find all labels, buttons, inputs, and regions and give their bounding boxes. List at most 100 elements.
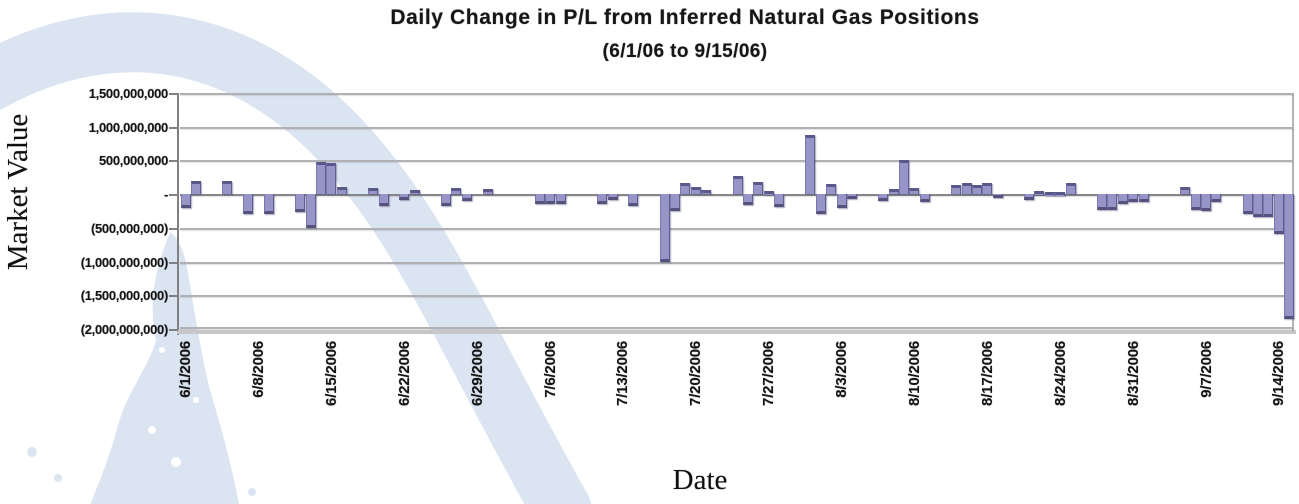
bar-7-26-2006	[753, 181, 764, 195]
bar-8-31-2006	[1128, 194, 1139, 203]
watermark-dot	[248, 488, 256, 496]
gridline	[180, 227, 1294, 230]
bar-8-14-2006	[951, 185, 962, 195]
bar-6-9-2006	[263, 194, 274, 215]
bar-8-1-2006	[815, 194, 826, 214]
bar-8-21-2006	[1024, 194, 1034, 201]
bar-9-6-2006	[1190, 194, 1201, 210]
y-tick-mark	[169, 295, 178, 298]
x-tick-label: 6/8/2006	[250, 341, 268, 398]
x-tick-label: 7/13/2006	[614, 341, 632, 406]
bar-9-14-2006	[1273, 194, 1284, 234]
bar-8-17-2006	[982, 183, 993, 195]
x-tick-label: 9/7/2006	[1197, 341, 1215, 398]
y-tick-mark	[169, 93, 178, 95]
y-tick-label: (500,000,000)	[90, 220, 168, 236]
x-tick-label: 6/15/2006	[322, 341, 340, 406]
plot-area	[180, 93, 1295, 329]
bar-7-20-2006	[690, 187, 701, 195]
bar-9-7-2006	[1201, 194, 1211, 211]
y-tick-mark	[169, 329, 178, 331]
bar-8-15-2006	[961, 182, 972, 195]
y-tick-label: (1,000,000,000)	[80, 254, 169, 270]
bar-7-18-2006	[670, 194, 681, 211]
bar-8-9-2006	[899, 160, 910, 195]
y-axis-line	[177, 93, 179, 335]
bar-7-7-2006	[555, 194, 566, 205]
gridline	[180, 93, 1294, 95]
gridline	[180, 261, 1294, 264]
x-tick-label: 8/17/2006	[978, 341, 996, 406]
bar-8-4-2006	[847, 194, 858, 200]
bar-6-1-2006	[180, 194, 191, 208]
bar-8-7-2006	[878, 194, 889, 201]
bar-8-23-2006	[1044, 191, 1055, 196]
x-tick-label: 6/29/2006	[468, 341, 486, 406]
bar-8-28-2006	[1096, 194, 1107, 210]
chart-subtitle: (6/1/06 to 9/15/06)	[602, 41, 768, 62]
bar-8-8-2006	[888, 189, 899, 195]
zero-gridline	[180, 194, 1294, 197]
bar-6-23-2006	[409, 190, 420, 195]
bar-8-22-2006	[1034, 191, 1045, 196]
bar-9-5-2006	[1180, 186, 1191, 195]
bar-7-11-2006	[597, 194, 608, 204]
watermark-dot	[54, 474, 62, 482]
bar-8-3-2006	[836, 194, 847, 208]
x-tick-label: 8/31/2006	[1124, 341, 1142, 406]
watermark-speckle	[159, 347, 165, 353]
bar-9-8-2006	[1211, 194, 1222, 202]
bar-9-11-2006	[1242, 194, 1253, 215]
gridline	[180, 126, 1294, 129]
y-tick-mark	[169, 194, 178, 197]
bar-6-30-2006	[482, 189, 493, 195]
bar-8-11-2006	[919, 194, 930, 203]
gridline	[180, 327, 1294, 329]
bar-7-27-2006	[763, 190, 774, 195]
y-tick-mark	[169, 261, 178, 264]
bar-9-12-2006	[1253, 194, 1264, 218]
bar-6-15-2006	[326, 163, 337, 195]
bar-7-14-2006	[628, 194, 639, 206]
bar-7-31-2006	[805, 135, 816, 195]
bar-7-5-2006	[534, 194, 545, 205]
x-tick-label: 7/20/2006	[687, 341, 705, 406]
x-axis-line	[177, 330, 1296, 334]
bar-9-13-2006	[1263, 194, 1274, 218]
bar-9-1-2006	[1138, 194, 1149, 202]
bar-7-12-2006	[607, 194, 618, 201]
x-tick-label: 8/3/2006	[833, 341, 851, 398]
bar-8-29-2006	[1107, 194, 1118, 210]
watermark-figure	[90, 232, 239, 504]
bar-6-27-2006	[451, 188, 462, 195]
bar-6-2-2006	[191, 180, 202, 195]
bar-6-5-2006	[222, 181, 233, 195]
watermark-speckle	[193, 397, 199, 403]
bar-8-2-2006	[826, 184, 837, 195]
bar-8-10-2006	[909, 188, 920, 195]
bar-6-7-2006	[243, 194, 254, 215]
bar-7-17-2006	[659, 194, 670, 262]
bar-6-20-2006	[378, 194, 389, 206]
watermark-speckle	[171, 457, 181, 467]
watermark-speckle	[201, 251, 209, 259]
bar-7-24-2006	[732, 175, 743, 195]
bar-6-16-2006	[336, 186, 347, 195]
y-tick-label: -	[163, 187, 168, 203]
chart-title: Daily Change in P/L from Inferred Natura…	[390, 6, 980, 29]
x-axis-title: Date	[672, 464, 728, 496]
bar-6-12-2006	[295, 194, 306, 213]
bar-7-28-2006	[774, 194, 785, 207]
x-tick-label: 6/1/2006	[177, 341, 195, 398]
bar-6-28-2006	[461, 194, 472, 201]
x-tick-label: 6/22/2006	[395, 341, 413, 406]
x-tick-label: 7/6/2006	[541, 341, 559, 398]
watermark-dot	[103, 467, 113, 477]
y-tick-mark	[169, 126, 178, 129]
bar-8-24-2006	[1055, 191, 1066, 196]
y-tick-label: 1,000,000,000	[88, 119, 169, 135]
y-tick-mark	[169, 160, 178, 163]
bar-8-30-2006	[1117, 194, 1128, 205]
